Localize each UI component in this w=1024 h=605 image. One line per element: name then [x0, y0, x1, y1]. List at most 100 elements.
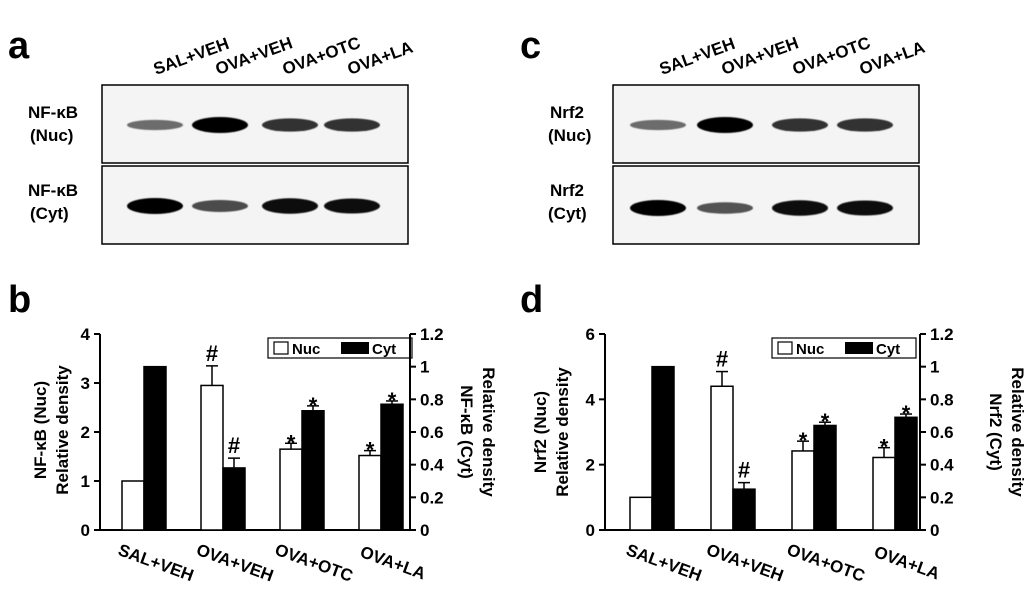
category-label: OVA+LA	[358, 542, 429, 583]
y-tick-label-right: 0.8	[930, 390, 954, 409]
y-tick-label-right: 1	[930, 358, 939, 377]
category-label: OVA+VEH	[704, 540, 786, 585]
y-tick-label-right: 0.8	[420, 390, 444, 409]
protein-band	[697, 117, 753, 133]
legend-swatch-nuc	[777, 341, 793, 355]
y-tick-label-right: 0.6	[930, 423, 954, 442]
bar-nuc	[358, 454, 382, 531]
bar-cyt	[732, 488, 756, 531]
y-tick-label-left: 0	[586, 521, 595, 540]
protein-band	[324, 118, 380, 132]
blot-label-line1: NF-κB	[28, 103, 78, 122]
blot-label-line1: NF-κB	[28, 181, 78, 200]
bar-cyt	[380, 403, 404, 531]
bar-nuc	[279, 448, 303, 531]
y-axis-left-title-line1: NF-κB (Nuc)	[31, 381, 50, 479]
y-tick-label-right: 0.6	[420, 423, 444, 442]
protein-band	[262, 198, 318, 214]
protein-band	[630, 200, 686, 216]
protein-band	[192, 117, 248, 133]
significance-mark: *	[388, 388, 397, 413]
y-tick-label-left: 3	[81, 374, 90, 393]
band-row	[630, 117, 893, 133]
protein-band	[127, 198, 183, 214]
protein-band	[324, 198, 380, 214]
protein-band	[837, 118, 893, 132]
y-axis-right-title-line2: Relative density	[479, 367, 498, 497]
y-tick-label-right: 1	[420, 358, 429, 377]
significance-mark: #	[228, 433, 240, 458]
band-row	[127, 117, 380, 133]
legend-swatch-cyt	[341, 342, 369, 354]
lane-labels-c: SAL+VEH OVA+VEH OVA+OTC OVA+LA	[657, 33, 928, 79]
category-label: SAL+VEH	[116, 540, 197, 585]
lane-labels-a: SAL+VEH OVA+VEH OVA+OTC OVA+LA	[151, 33, 416, 79]
y-tick-label-right: 0.2	[420, 488, 444, 507]
legend-box	[771, 337, 917, 359]
bar-chart-d: Nrf2 (Nuc) Relative density Nrf2 (Cyt) R…	[531, 325, 1024, 586]
blot-label-line2: (Nuc)	[30, 126, 73, 145]
y-tick-label-left: 0	[81, 521, 90, 540]
bar-chart-b: NF-κB (Nuc) Relative density NF-κB (Cyt)…	[31, 325, 498, 586]
legend: Nuc Cyt	[771, 337, 917, 359]
y-tick-label-right: 1.2	[420, 325, 444, 344]
y-tick-label-right: 0.4	[420, 456, 444, 475]
blot-label-line2: (Nuc)	[548, 126, 591, 145]
significance-mark: #	[716, 347, 728, 372]
significance-mark: *	[821, 409, 830, 434]
panel-letter-b: b	[8, 279, 31, 321]
bar-cyt	[894, 416, 918, 531]
legend-label-cyt: Cyt	[372, 341, 396, 358]
significance-mark: *	[287, 430, 296, 455]
category-label: OVA+OTC	[272, 540, 355, 586]
category-label: OVA+OTC	[784, 540, 867, 586]
bar-nuc	[872, 456, 896, 531]
protein-band	[772, 200, 828, 216]
legend-swatch-nuc	[273, 341, 289, 355]
bar-nuc	[121, 480, 145, 531]
western-blot-a: SAL+VEH OVA+VEH OVA+OTC OVA+LA NF-κB (Nu…	[28, 33, 416, 245]
y-tick-label-right: 0	[930, 521, 939, 540]
blot-label-line2: (Cyt)	[548, 204, 587, 223]
legend: Nuc Cyt	[267, 337, 413, 359]
y-tick-label-right: 0.4	[930, 456, 954, 475]
bar-cyt	[301, 410, 325, 531]
protein-band	[772, 118, 828, 132]
protein-band	[127, 119, 183, 131]
legend-swatch-cyt	[845, 342, 873, 354]
legend-label-nuc: Nuc	[292, 341, 320, 358]
protein-band	[192, 200, 248, 212]
y-axis-right-title-line1: Nrf2 (Cyt)	[986, 393, 1005, 470]
blot-label-line1: Nrf2	[550, 181, 584, 200]
bar-nuc	[791, 450, 815, 531]
y-tick-label-right: 0.2	[930, 488, 954, 507]
category-label: SAL+VEH	[624, 540, 705, 585]
y-tick-label-right: 1.2	[930, 325, 954, 344]
y-tick-label-left: 4	[81, 325, 91, 344]
legend-label-cyt: Cyt	[876, 341, 900, 358]
y-tick-label-left: 2	[586, 456, 595, 475]
significance-mark: *	[880, 435, 889, 460]
panel-letter-c: c	[520, 25, 541, 67]
bar-cyt	[651, 365, 675, 531]
panel-letter-d: d	[520, 279, 543, 321]
y-axis-right-title-line2: Relative density	[1008, 367, 1024, 497]
category-label: OVA+LA	[872, 542, 943, 583]
bar-cyt	[222, 467, 246, 531]
legend-box	[267, 337, 413, 359]
legend-label-nuc: Nuc	[796, 341, 824, 358]
significance-mark: #	[206, 341, 218, 366]
significance-mark: *	[799, 428, 808, 453]
y-tick-label-left: 4	[586, 390, 596, 409]
significance-mark: #	[738, 458, 750, 483]
y-tick-label-left: 6	[586, 325, 595, 344]
bar-cyt	[143, 365, 167, 531]
significance-mark: *	[902, 401, 911, 426]
y-tick-label-left: 1	[81, 472, 90, 491]
bar-cyt	[813, 424, 837, 531]
y-tick-label-left: 2	[81, 423, 90, 442]
bar-nuc	[629, 496, 653, 531]
blot-label-line2: (Cyt)	[30, 204, 69, 223]
panel-letter-a: a	[8, 25, 30, 67]
